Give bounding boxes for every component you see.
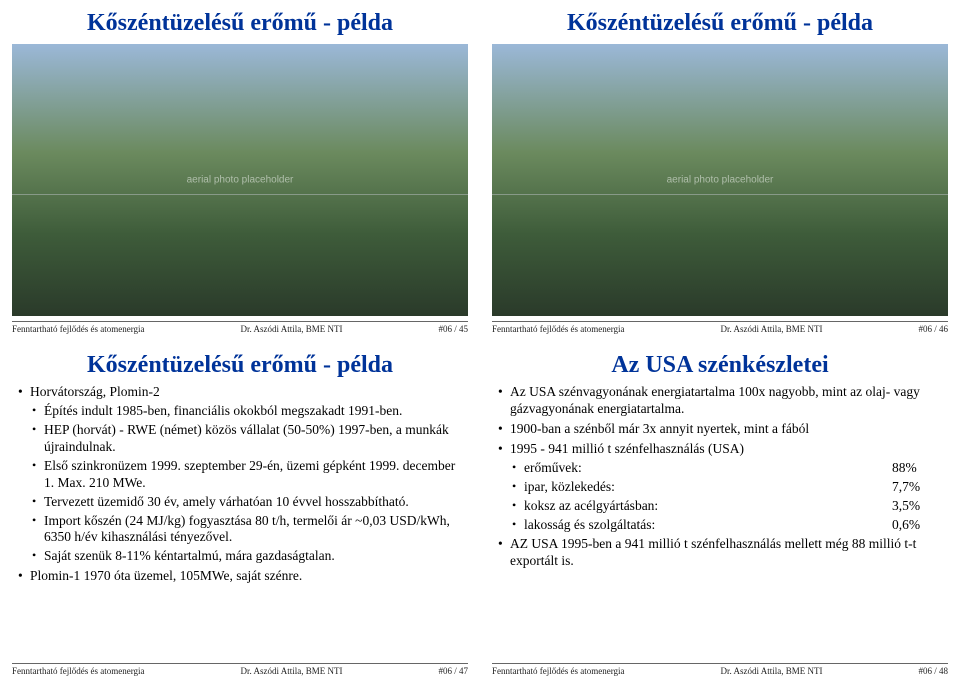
footer-left: Fenntartható fejlődés és atomenergia: [12, 324, 145, 334]
kv-val: 0,6%: [892, 517, 944, 534]
footer-mid: Dr. Aszódi Attila, BME NTI: [241, 324, 343, 334]
sub-bullet: Import kőszén (24 MJ/kg) fogyasztása 80 …: [30, 513, 464, 547]
sub-bullet: ipar, közlekedés: 7,7%: [510, 479, 944, 496]
sub-bullet: Építés indult 1985-ben, financiális okok…: [30, 403, 464, 420]
slide-footer: Fenntartható fejlődés és atomenergia Dr.…: [492, 663, 948, 676]
kv-key: koksz az acélgyártásban:: [524, 498, 658, 515]
slide-footer: Fenntartható fejlődés és atomenergia Dr.…: [12, 663, 468, 676]
footer-right: #06 / 45: [438, 324, 468, 334]
slide-body: Az USA szénvagyonának energiatartalma 10…: [484, 382, 956, 680]
bullet-text: Plomin-1 1970 óta üzemel, 105MWe, saját …: [16, 568, 464, 585]
sub-bullet: Első szinkronüzem 1999. szeptember 29-én…: [30, 458, 464, 492]
kv-key: ipar, közlekedés:: [524, 479, 615, 496]
bullet-text: 1900-ban a szénből már 3x annyit nyertek…: [496, 421, 944, 438]
footer-right: #06 / 47: [438, 666, 468, 676]
footer-right: #06 / 46: [918, 324, 948, 334]
slide-1: Kőszéntüzelésű erőmű - példa aerial phot…: [4, 4, 476, 338]
photo-placeholder: aerial photo placeholder: [12, 44, 468, 316]
slide-footer: Fenntartható fejlődés és atomenergia Dr.…: [492, 321, 948, 334]
slide-title: Kőszéntüzelésű erőmű - példa: [4, 4, 476, 40]
photo-alt: aerial photo placeholder: [187, 175, 294, 186]
footer-left: Fenntartható fejlődés és atomenergia: [492, 666, 625, 676]
bullet-text: Horvátország, Plomin-2: [30, 384, 160, 399]
photo-alt: aerial photo placeholder: [667, 175, 774, 186]
footer-left: Fenntartható fejlődés és atomenergia: [492, 324, 625, 334]
sub-bullet: Tervezett üzemidő 30 év, amely várhatóan…: [30, 494, 464, 511]
sub-bullet: HEP (horvát) - RWE (német) közös vállala…: [30, 422, 464, 456]
kv-val: 7,7%: [892, 479, 944, 496]
bullet-text: AZ USA 1995-ben a 941 millió t szénfelha…: [496, 536, 944, 570]
bullet-text: 1995 - 941 millió t szénfelhasználás (US…: [510, 441, 744, 456]
footer-mid: Dr. Aszódi Attila, BME NTI: [241, 666, 343, 676]
photo-placeholder: aerial photo placeholder: [492, 44, 948, 316]
footer-left: Fenntartható fejlődés és atomenergia: [12, 666, 145, 676]
slide-footer: Fenntartható fejlődés és atomenergia Dr.…: [12, 321, 468, 334]
footer-right: #06 / 48: [918, 666, 948, 676]
kv-val: 88%: [892, 460, 944, 477]
sub-bullet: Saját szenük 8-11% kéntartalmú, mára gaz…: [30, 548, 464, 565]
slide-2: Kőszéntüzelésű erőmű - példa aerial phot…: [484, 4, 956, 338]
kv-val: 3,5%: [892, 498, 944, 515]
slide-title: Kőszéntüzelésű erőmű - példa: [484, 4, 956, 40]
slide-3: Kőszéntüzelésű erőmű - példa Horvátorszá…: [4, 346, 476, 680]
slide-4: Az USA szénkészletei Az USA szénvagyonán…: [484, 346, 956, 680]
footer-mid: Dr. Aszódi Attila, BME NTI: [721, 666, 823, 676]
sub-bullet: lakosság és szolgáltatás: 0,6%: [510, 517, 944, 534]
kv-key: erőművek:: [524, 460, 582, 477]
footer-mid: Dr. Aszódi Attila, BME NTI: [721, 324, 823, 334]
slide-body: Horvátország, Plomin-2 Építés indult 198…: [4, 382, 476, 680]
bullet-text: Az USA szénvagyonának energiatartalma 10…: [496, 384, 944, 418]
kv-key: lakosság és szolgáltatás:: [524, 517, 655, 534]
sub-bullet: erőművek: 88%: [510, 460, 944, 477]
slide-title: Kőszéntüzelésű erőmű - példa: [4, 346, 476, 382]
sub-bullet: koksz az acélgyártásban: 3,5%: [510, 498, 944, 515]
slide-title: Az USA szénkészletei: [484, 346, 956, 382]
slide-grid: Kőszéntüzelésű erőmű - példa aerial phot…: [0, 0, 960, 684]
